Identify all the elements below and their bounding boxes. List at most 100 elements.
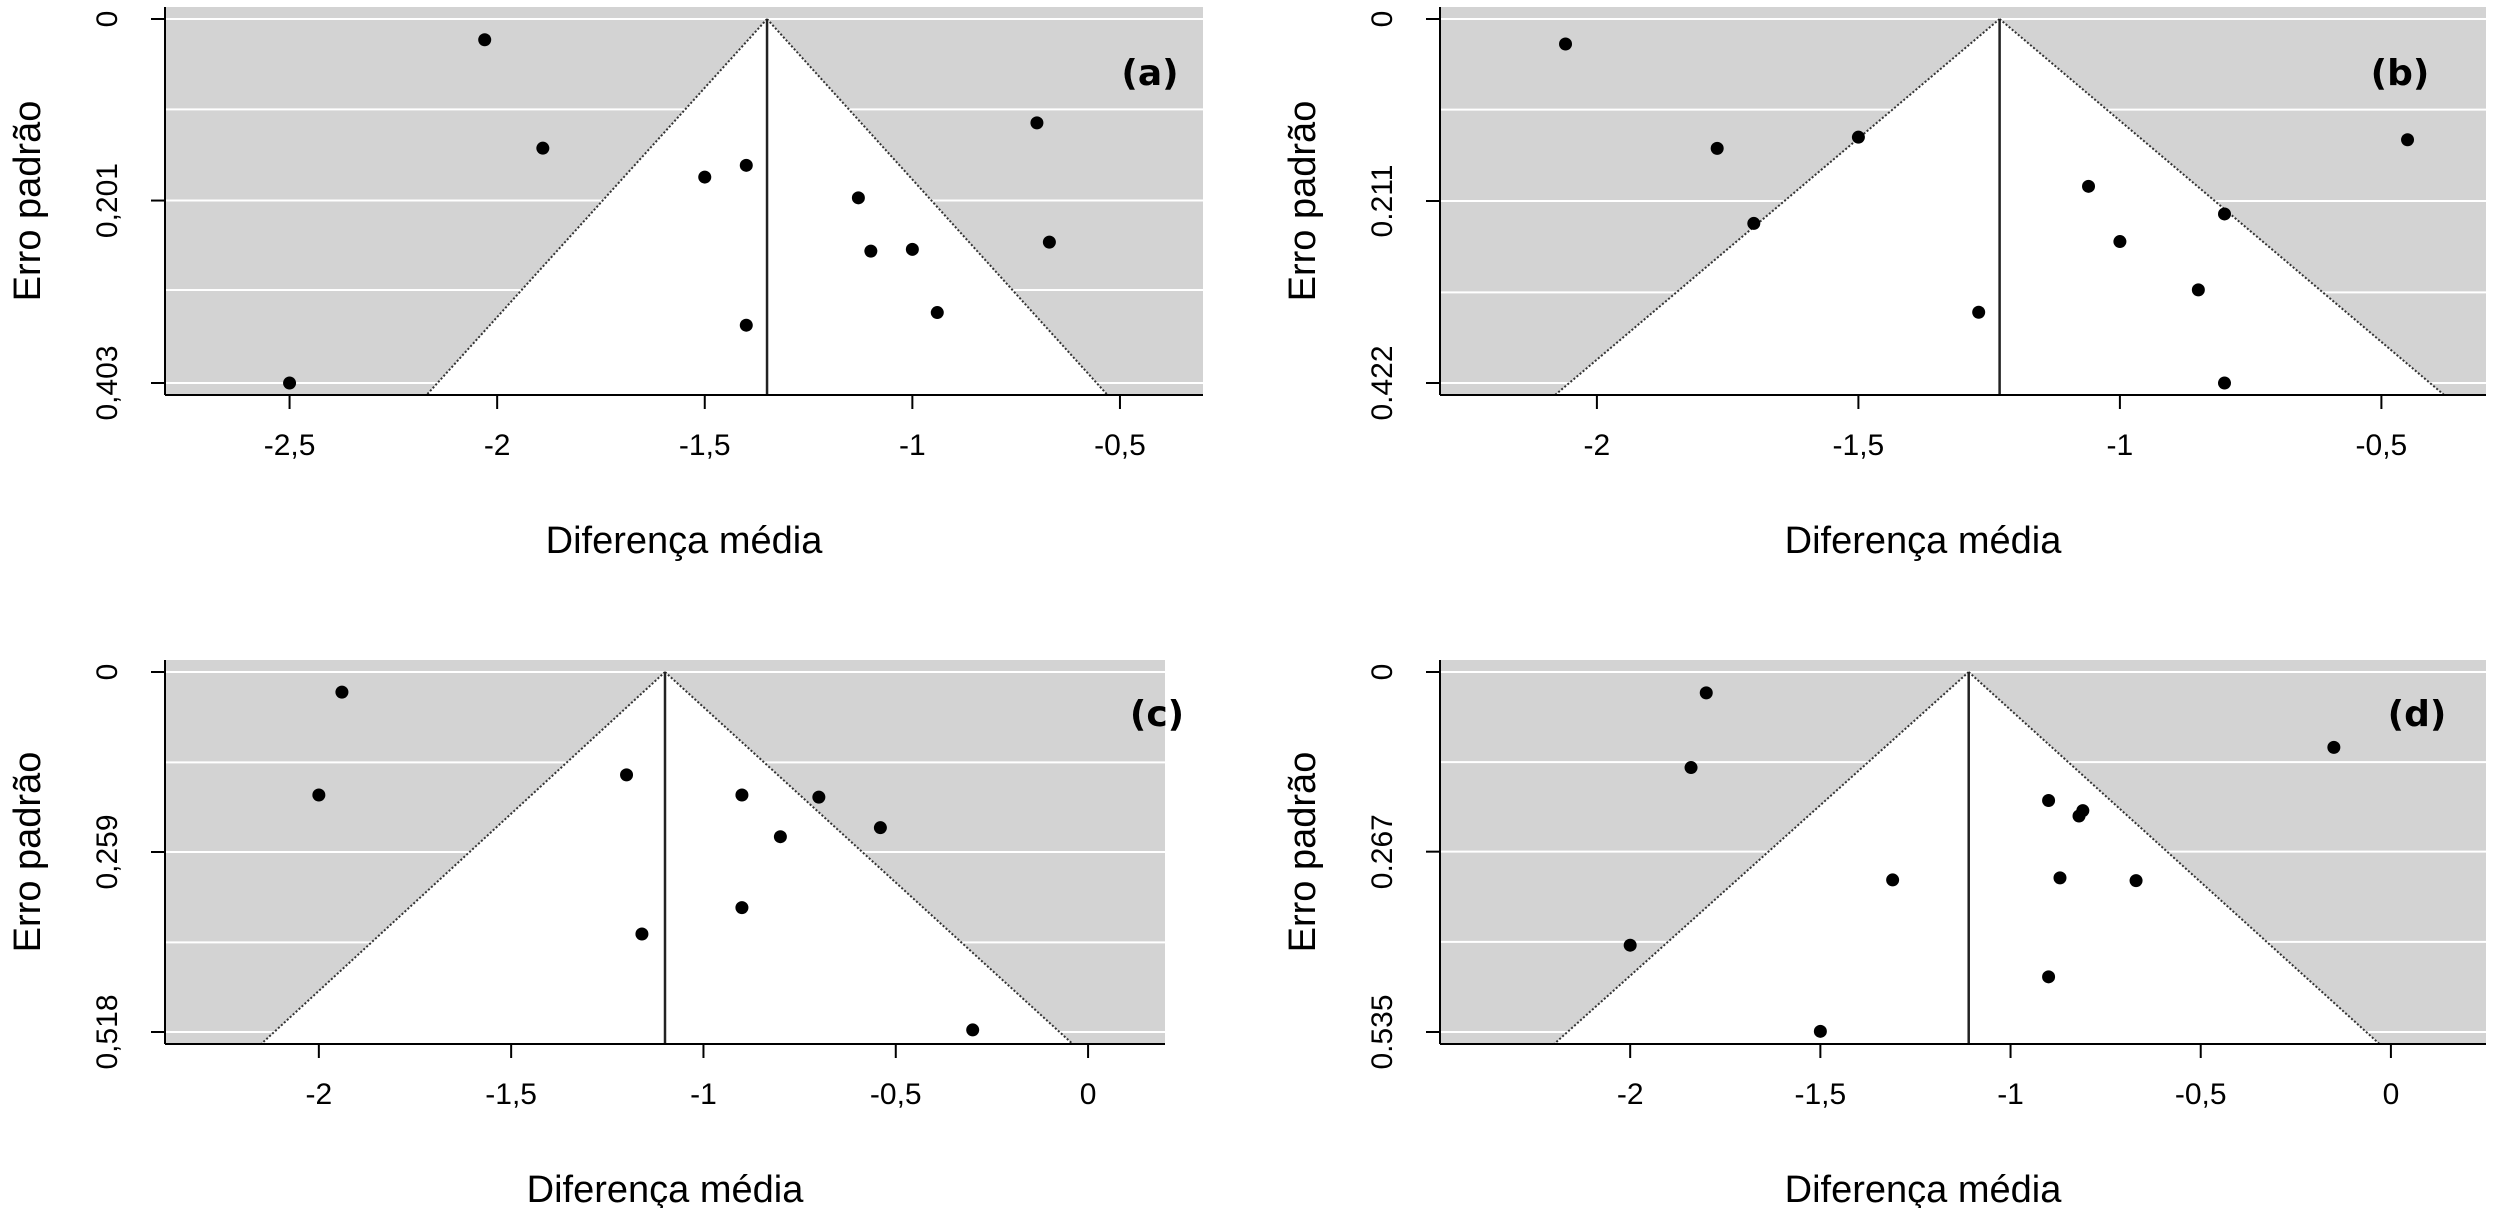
funnel-left-edge xyxy=(260,671,666,1045)
x-tick-label: 0 xyxy=(1080,1078,1097,1111)
x-tick-label: -0,5 xyxy=(1094,429,1146,462)
funnel-left-edge xyxy=(425,18,768,396)
data-point xyxy=(735,901,749,915)
y-axis-title: Erro padrão xyxy=(7,101,49,302)
data-point xyxy=(2076,804,2090,818)
data-point xyxy=(739,318,753,332)
data-point xyxy=(2129,874,2143,888)
x-axis-title: Diferença média xyxy=(546,520,824,562)
funnel-region xyxy=(261,672,1073,1044)
data-point xyxy=(851,191,865,205)
y-tick-label: 0.422 xyxy=(1366,345,1399,420)
data-point xyxy=(966,1023,980,1037)
data-point xyxy=(735,788,749,802)
x-tick-label: -1,5 xyxy=(679,429,731,462)
data-point xyxy=(620,768,634,782)
x-tick-label: -1,5 xyxy=(485,1078,537,1111)
y-tick-label: 0 xyxy=(1366,664,1399,681)
x-tick-label: -2 xyxy=(1584,429,1611,462)
data-point xyxy=(812,790,826,804)
data-point xyxy=(2113,235,2127,249)
y-tick-label: 0 xyxy=(1366,11,1399,28)
x-tick-label: -1,5 xyxy=(1795,1078,1847,1111)
y-tick-label: 0.535 xyxy=(1366,994,1399,1069)
x-tick-label: -2,5 xyxy=(264,429,316,462)
panel-label: (b) xyxy=(2371,53,2430,94)
funnel-right-edge xyxy=(1998,18,2445,396)
chart-panel-2: -2 -1,5 -1 -0,5 0 0.211 0.422 Diferença média Er… xyxy=(1282,7,2486,562)
data-point xyxy=(1042,235,1056,249)
x-tick-label: 0 xyxy=(2383,1078,2400,1111)
data-point xyxy=(1623,938,1637,952)
data-point xyxy=(1559,37,1573,51)
chart-panel-3: -2 -1,5 -1 -0,5 0 0 0,259 0,518 Diferença média E… xyxy=(7,660,1184,1208)
data-point xyxy=(2401,133,2415,147)
y-axis-title: Erro padrão xyxy=(1282,752,1324,953)
x-tick-label: -1 xyxy=(899,429,926,462)
data-point xyxy=(283,376,297,390)
x-tick-label: -0,5 xyxy=(2356,429,2408,462)
data-point xyxy=(1972,305,1986,319)
data-point xyxy=(312,788,326,802)
data-point xyxy=(2218,376,2231,390)
data-point xyxy=(1813,1024,1827,1038)
data-point xyxy=(2218,207,2231,221)
x-tick-label: -1 xyxy=(1997,1078,2024,1111)
data-point xyxy=(536,141,550,155)
y-tick-label: 0 xyxy=(91,664,124,681)
x-axis-title: Diferença média xyxy=(1785,520,2063,562)
funnel-right-edge xyxy=(1968,671,2381,1045)
y-tick-label: 0,403 xyxy=(91,345,124,420)
data-point xyxy=(1747,216,1761,230)
data-point xyxy=(635,927,649,941)
x-tick-label: -0,5 xyxy=(870,1078,922,1111)
y-tick-label: 0,518 xyxy=(91,994,124,1069)
y-tick-label: 0,259 xyxy=(91,814,124,889)
panel-label: (c) xyxy=(1130,694,1184,735)
data-point xyxy=(930,306,944,320)
y-tick-label: 0.267 xyxy=(1366,814,1399,889)
y-axis-title: Erro padrão xyxy=(7,752,49,953)
x-tick-label: -2 xyxy=(306,1078,333,1111)
chart-panel-1: -2,5 -2 -1,5 -1 -0,5 0 0,201 0,403 Diferença méd… xyxy=(7,7,1203,562)
data-point xyxy=(864,244,878,258)
x-tick-label: -2 xyxy=(1617,1078,1644,1111)
data-point xyxy=(2327,740,2341,754)
data-point xyxy=(1851,130,1865,144)
data-point xyxy=(773,830,787,844)
data-point xyxy=(1710,141,1724,155)
y-axis-title: Erro padrão xyxy=(1282,101,1324,302)
chart-panel-4: -2 -1,5 -1 -0,5 0 0 0.267 0.535 Diferença média E… xyxy=(1282,660,2486,1208)
data-point xyxy=(1030,116,1044,130)
x-axis-title: Diferença média xyxy=(527,1169,805,1208)
funnel-region xyxy=(1554,672,2380,1044)
data-point xyxy=(2042,794,2056,808)
x-tick-label: -1 xyxy=(2107,429,2134,462)
x-tick-label: -2 xyxy=(484,429,511,462)
x-tick-label: -0,5 xyxy=(2175,1078,2227,1111)
data-point xyxy=(1684,761,1698,775)
data-point xyxy=(1886,873,1900,887)
panel-label: (a) xyxy=(1121,53,1178,94)
data-point xyxy=(2082,179,2096,193)
data-point xyxy=(739,158,753,172)
data-point xyxy=(905,242,919,256)
data-point xyxy=(478,33,492,47)
data-point xyxy=(2042,970,2056,984)
data-point xyxy=(1699,686,1713,700)
data-point xyxy=(2191,283,2205,297)
funnel-left-edge xyxy=(1554,18,2001,396)
y-tick-label: 0,201 xyxy=(91,163,124,238)
data-point xyxy=(698,170,712,184)
funnel-left-edge xyxy=(1553,671,1970,1045)
x-tick-label: -1 xyxy=(690,1078,717,1111)
panel-label: (d) xyxy=(2388,694,2447,735)
data-point xyxy=(873,821,887,835)
funnel-right-edge xyxy=(766,18,1109,396)
data-point xyxy=(335,685,349,699)
x-tick-label: -1,5 xyxy=(1833,429,1885,462)
data-point xyxy=(2053,871,2067,885)
y-tick-label: 0 xyxy=(91,11,124,28)
y-tick-label: 0.211 xyxy=(1366,165,1399,238)
